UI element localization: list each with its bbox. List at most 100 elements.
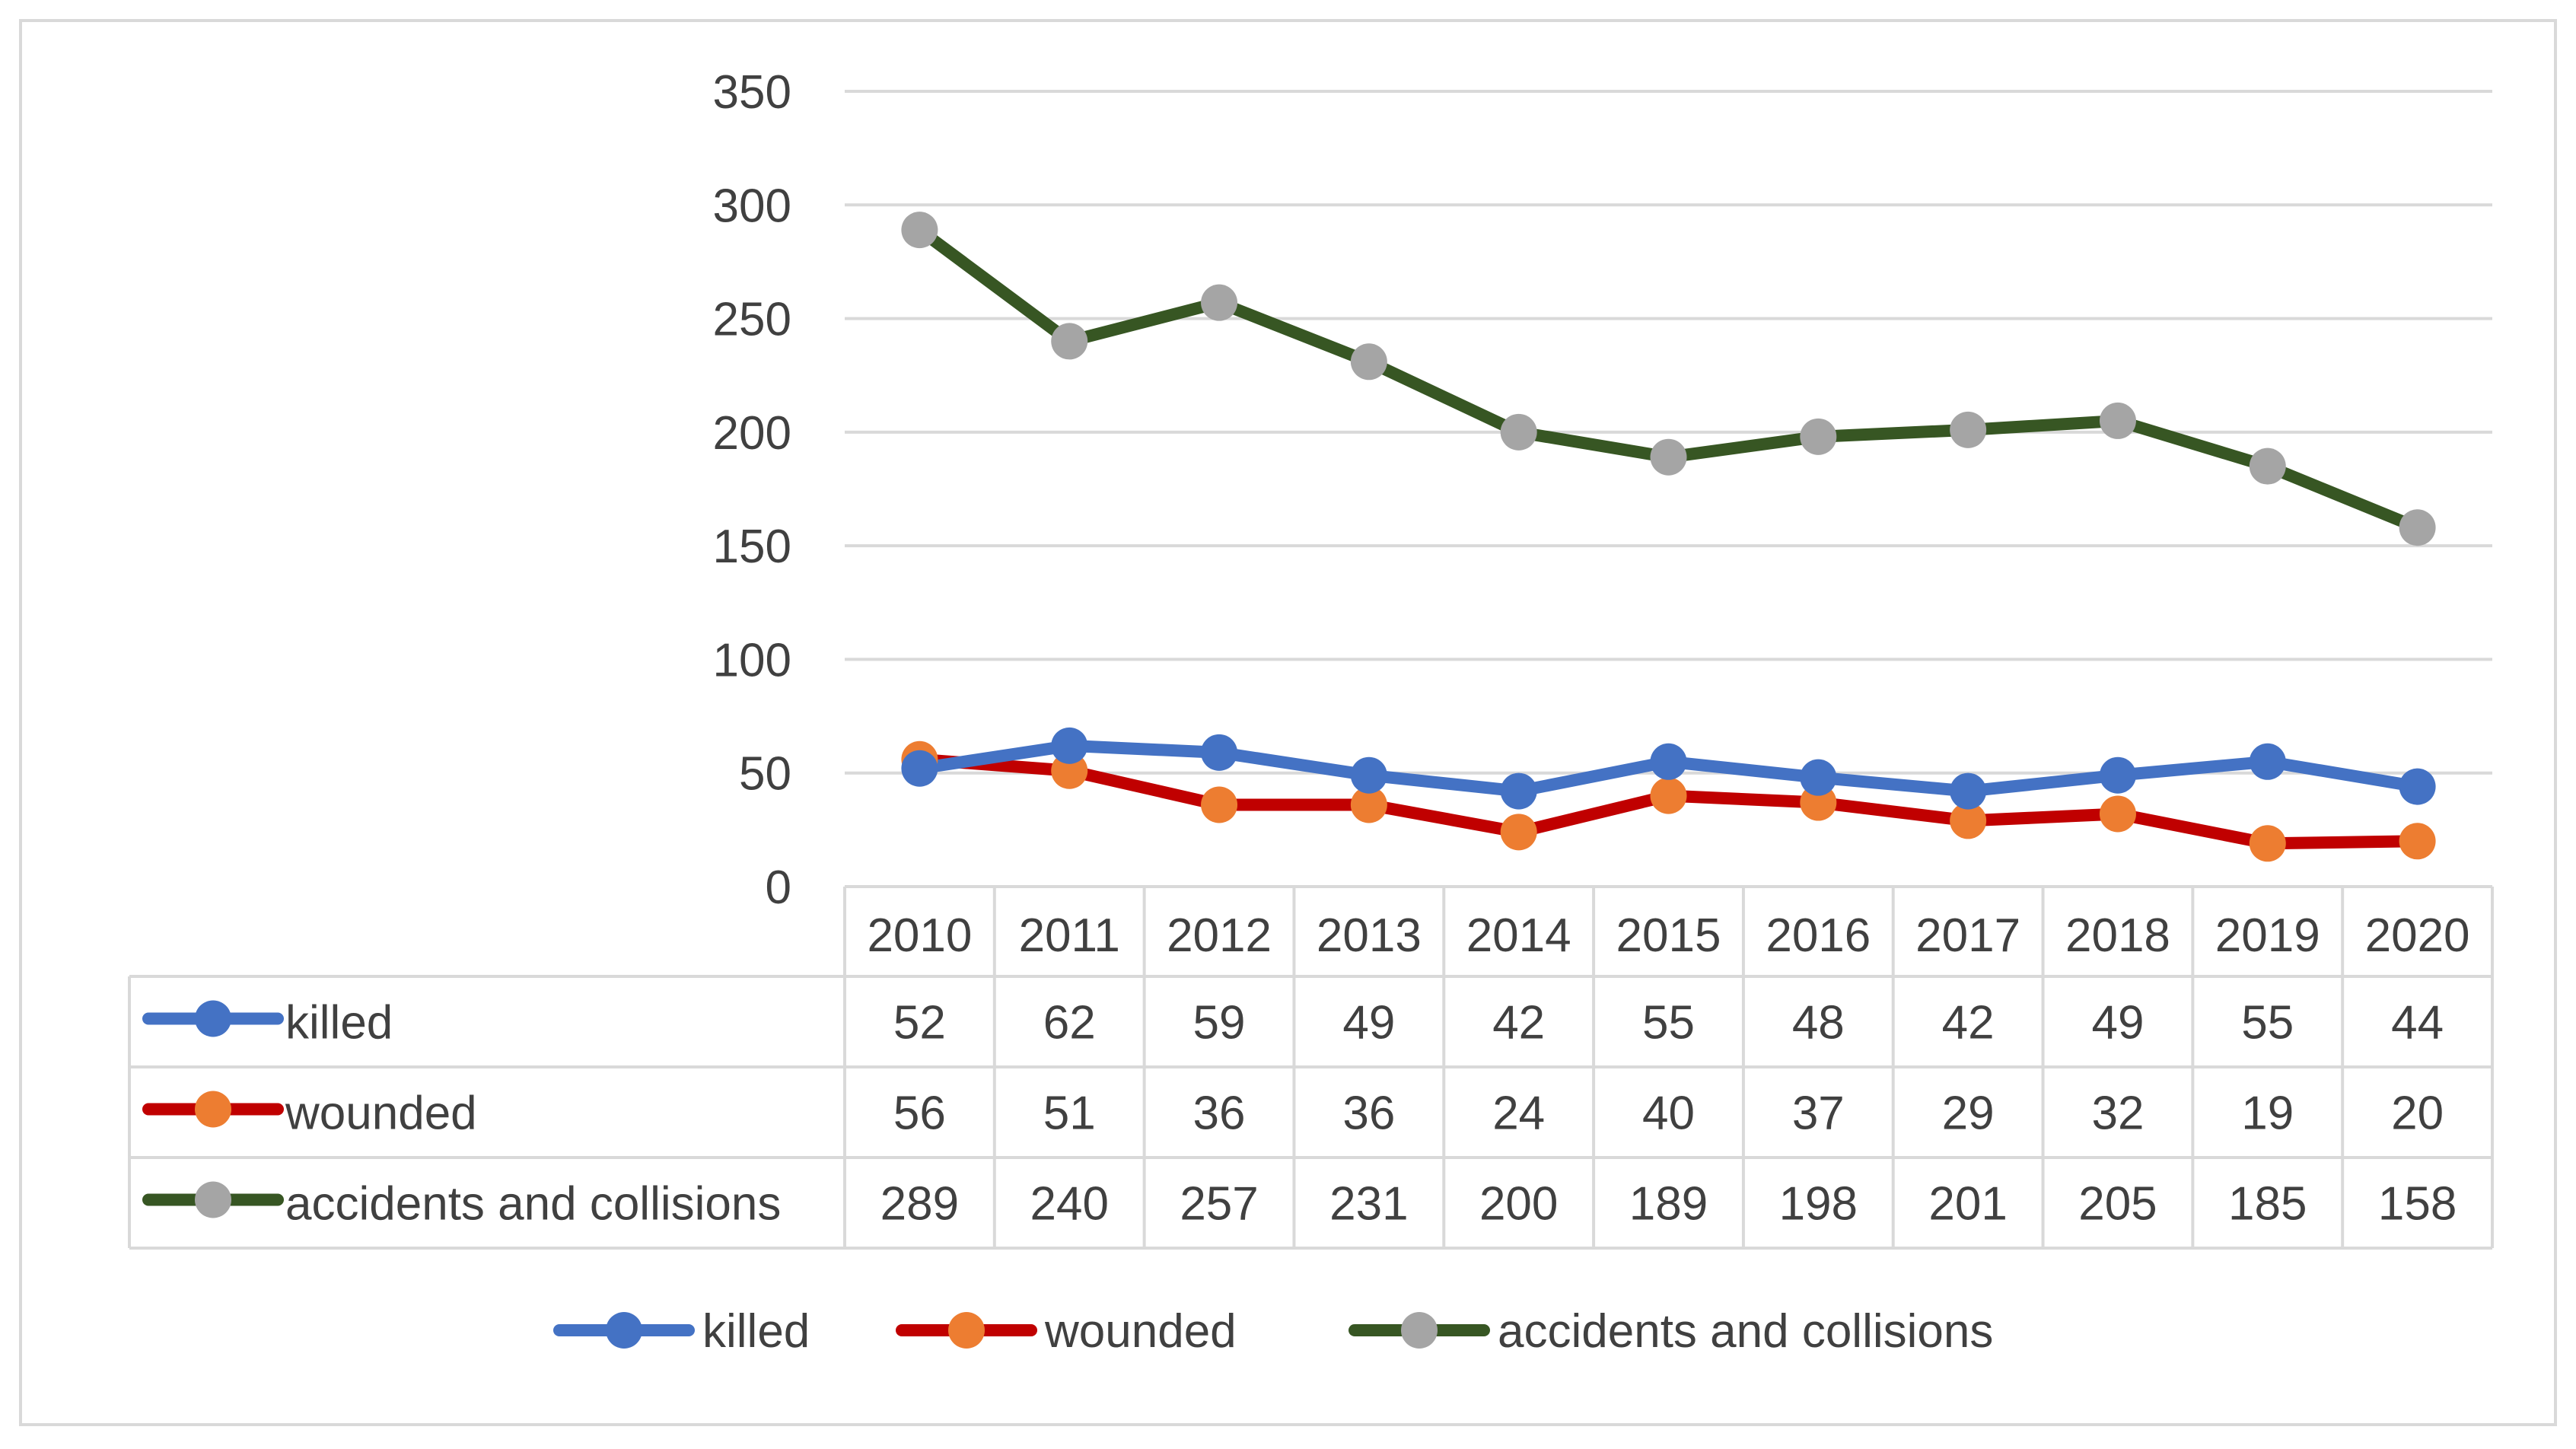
x-category-label: 2016 <box>1766 909 1871 962</box>
data-point <box>901 212 938 249</box>
data-point <box>1500 413 1537 451</box>
table-cell-value: 29 <box>1942 1088 1995 1140</box>
data-point <box>1950 802 1987 839</box>
x-category-label: 2014 <box>1466 909 1571 962</box>
table-cell-value: 198 <box>1779 1178 1858 1231</box>
table-cell-value: 289 <box>880 1178 959 1231</box>
legend-label: killed <box>702 1305 810 1358</box>
legend-marker <box>606 1312 642 1349</box>
data-point <box>1500 772 1537 810</box>
table-cell-value: 59 <box>1193 997 1246 1049</box>
table-cell-value: 40 <box>1642 1088 1695 1140</box>
x-category-label: 2013 <box>1317 909 1422 962</box>
table-cell-value: 51 <box>1043 1088 1096 1140</box>
table-cell-value: 36 <box>1342 1088 1395 1140</box>
y-tick-label: 200 <box>713 407 791 460</box>
data-point <box>2399 823 2436 860</box>
x-category-label: 2018 <box>2065 909 2170 962</box>
data-point <box>1950 411 1987 448</box>
data-point <box>1800 418 1837 455</box>
y-tick-label: 150 <box>713 521 791 573</box>
legend-marker <box>195 1181 231 1218</box>
legend-label: wounded <box>1044 1305 1237 1358</box>
table-cell-value: 62 <box>1043 997 1096 1049</box>
table-cell-value: 158 <box>2378 1178 2457 1231</box>
data-point <box>1051 752 1088 789</box>
table-cell-value: 49 <box>1342 997 1395 1049</box>
x-category-label: 2010 <box>867 909 972 962</box>
data-point <box>1800 784 1837 821</box>
table-cell-value: 49 <box>2091 997 2144 1049</box>
data-point <box>2099 402 2136 439</box>
data-point <box>1051 727 1088 764</box>
table-cell-value: 240 <box>1030 1178 1109 1231</box>
legend-marker <box>1401 1312 1438 1349</box>
table-cell-value: 32 <box>2091 1088 2144 1140</box>
y-tick-label: 100 <box>713 634 791 686</box>
x-category-label: 2012 <box>1167 909 1272 962</box>
table-row-label: wounded <box>285 1088 477 1140</box>
table-cell-value: 201 <box>1928 1178 2007 1231</box>
y-tick-label: 250 <box>713 294 791 346</box>
data-point <box>1500 814 1537 851</box>
data-point <box>1950 772 1987 810</box>
data-point <box>1051 323 1088 360</box>
data-point <box>2099 756 2136 794</box>
data-point <box>1650 777 1687 814</box>
legend: killed wounded accidents and collisions <box>553 1305 1993 1358</box>
table-cell-value: 42 <box>1492 997 1545 1049</box>
table-cell-value: 200 <box>1479 1178 1558 1231</box>
legend-marker <box>195 1091 231 1128</box>
data-point <box>901 750 938 787</box>
table-cell-value: 52 <box>893 997 946 1049</box>
table-cell-value: 55 <box>2241 997 2294 1049</box>
table-cell-value: 19 <box>2241 1088 2294 1140</box>
table-cell-value: 20 <box>2391 1088 2444 1140</box>
data-point <box>2249 743 2286 780</box>
x-category-label: 2011 <box>1019 909 1120 962</box>
table-cell-value: 189 <box>1629 1178 1708 1231</box>
table-cell-value: 42 <box>1942 997 1995 1049</box>
gridlines <box>845 90 2492 775</box>
y-tick-label: 300 <box>713 180 791 232</box>
table-cell-value: 205 <box>2078 1178 2157 1231</box>
table-row-label: killed <box>285 997 393 1049</box>
table-cell-value: 48 <box>1792 997 1845 1049</box>
table-cell-value: 55 <box>1642 997 1695 1049</box>
plot-area <box>901 212 2436 862</box>
chart-border <box>19 19 2557 1426</box>
table-cell-value: 24 <box>1492 1088 1545 1140</box>
legend-marker <box>948 1312 985 1349</box>
data-point <box>2399 509 2436 546</box>
data-point <box>2099 795 2136 833</box>
data-point <box>1350 343 1387 381</box>
data-point <box>1201 734 1238 771</box>
y-axis: 0 50 100 150 200 250 300 350 <box>713 66 791 914</box>
data-point <box>1350 756 1387 794</box>
table-cell-value: 36 <box>1193 1088 1246 1140</box>
table-cell-value: 37 <box>1792 1088 1845 1140</box>
data-table: 2010 2011 2012 2013 2014 2015 2016 2017 2018 2019… <box>128 885 2494 1250</box>
table-cell-value: 257 <box>1180 1178 1258 1231</box>
data-point <box>2249 825 2286 862</box>
table-cell-value: 185 <box>2228 1178 2307 1231</box>
data-point <box>1650 743 1687 780</box>
x-category-label: 2015 <box>1616 909 1721 962</box>
y-tick-label: 350 <box>713 66 791 119</box>
data-point <box>1650 438 1687 476</box>
x-category-label: 2020 <box>2365 909 2470 962</box>
data-point <box>2399 768 2436 805</box>
table-cell-value: 44 <box>2391 997 2444 1049</box>
data-point <box>2249 447 2286 485</box>
data-point <box>1350 786 1387 823</box>
legend-label: accidents and collisions <box>1498 1305 1993 1358</box>
data-point <box>1201 786 1238 823</box>
y-tick-label: 0 <box>766 861 791 914</box>
table-cell-value: 231 <box>1329 1178 1408 1231</box>
data-point <box>1201 284 1238 321</box>
x-category-label: 2017 <box>1915 909 2020 962</box>
legend-marker <box>195 1000 231 1037</box>
table-cell-value: 56 <box>893 1088 946 1140</box>
